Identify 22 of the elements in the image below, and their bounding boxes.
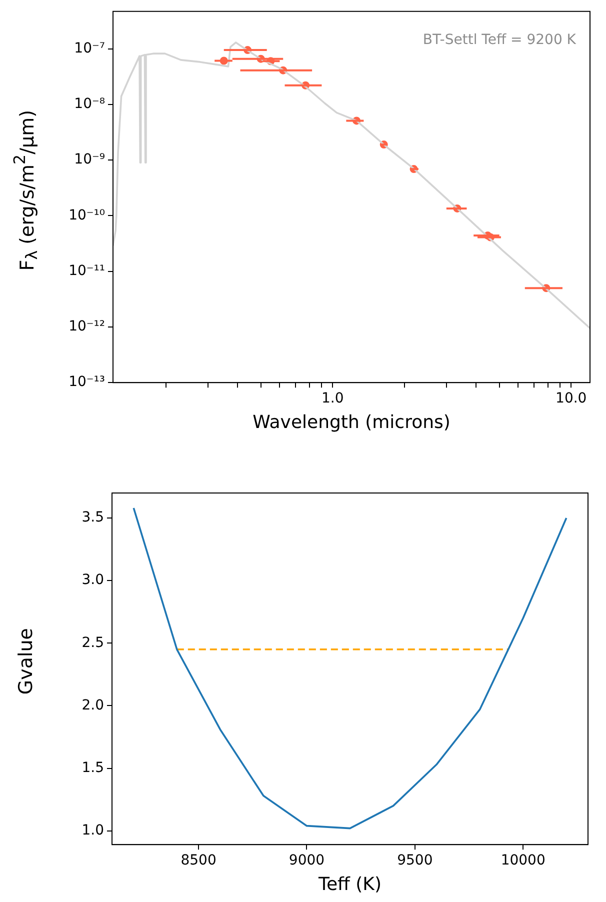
y-tick-label: 10⁻⁸ [74, 96, 106, 112]
y-axis-title: Gvalue [15, 628, 37, 694]
x-tick-label: 9000 [288, 852, 325, 869]
y-tick-label: 10⁻¹¹ [68, 262, 105, 279]
x-tick-label: 10.0 [556, 390, 587, 407]
y-tick-label: 2.0 [82, 697, 104, 714]
x-tick-label: 10000 [500, 852, 546, 869]
annotation: BT-Settl Teff = 9200 K [422, 32, 577, 48]
y-tick-label: 1.0 [82, 822, 104, 838]
y-tick-label: 10⁻¹⁰ [68, 207, 106, 224]
y-tick-label: 10⁻⁹ [74, 152, 106, 168]
x-axis-title: Teff (K) [318, 874, 382, 895]
y-tick-label: 10⁻⁷ [74, 40, 105, 56]
y-tick-label: 3.5 [82, 510, 104, 526]
y-tick-label: 2.5 [82, 634, 104, 651]
x-axis-title: Wavelength (microns) [252, 412, 450, 433]
y-tick-label: 10⁻¹³ [68, 374, 105, 390]
y-tick-label: 10⁻¹² [68, 318, 105, 335]
x-tick-label: 9500 [397, 852, 433, 869]
x-tick-label: 8500 [180, 852, 216, 869]
y-tick-label: 1.5 [82, 760, 104, 776]
y-tick-label: 3.0 [82, 572, 104, 588]
